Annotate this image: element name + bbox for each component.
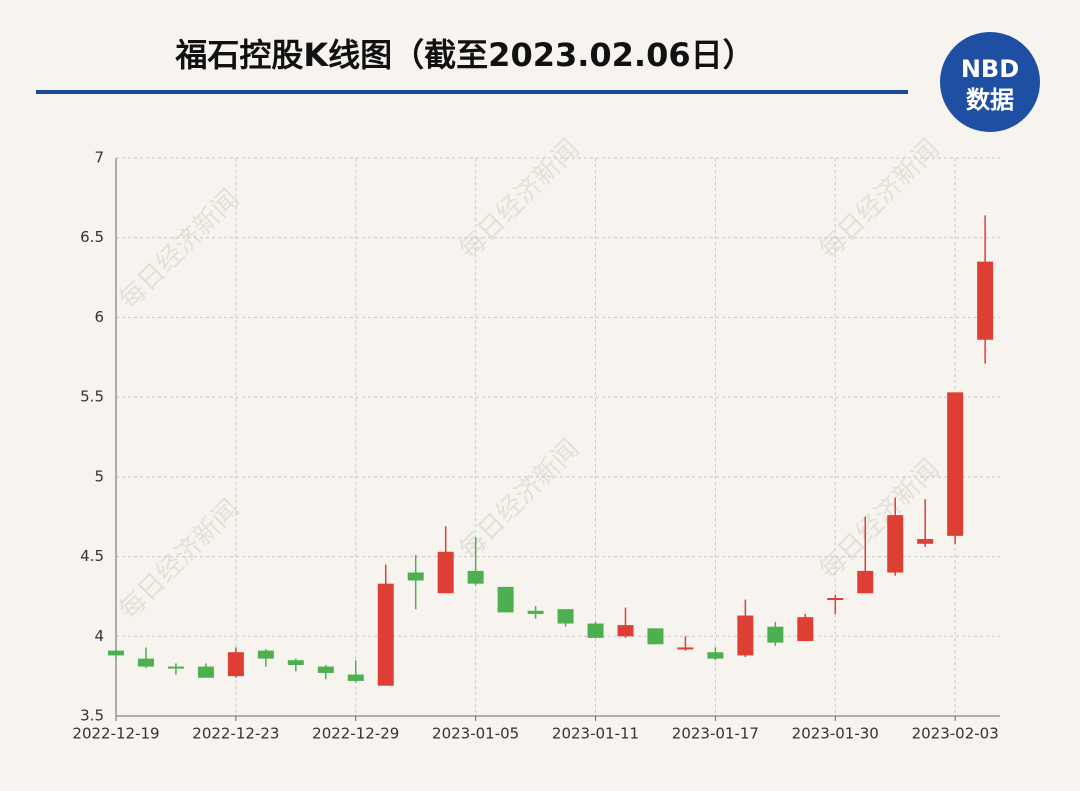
- y-tick-label: 5.5: [80, 388, 104, 406]
- plot: 3.5 4 4.5 5 5.5 6 6.5 7 2022-12-19 2022-12-23 2022…: [72, 149, 1000, 743]
- candle-body: [527, 610, 544, 614]
- x-tick-label: 2023-01-05: [432, 725, 519, 743]
- title-rule: [36, 90, 908, 94]
- x-tick-label: 2023-01-17: [672, 725, 759, 743]
- x-tick-label: 2022-12-29: [312, 725, 399, 743]
- candle-body: [317, 666, 334, 673]
- candle-body: [647, 628, 664, 645]
- candle-body: [947, 392, 964, 536]
- logo-top: NBD: [961, 55, 1019, 83]
- y-tick-label: 3.5: [80, 707, 104, 725]
- candle-body: [377, 583, 394, 686]
- candle-body: [197, 666, 214, 678]
- x-tick-label: 2023-01-11: [552, 725, 639, 743]
- candle-body: [707, 652, 724, 659]
- candle-body: [347, 674, 364, 681]
- logo: [940, 32, 1040, 132]
- candle-body: [917, 539, 934, 544]
- candle-body: [407, 572, 424, 581]
- candle-body: [557, 609, 574, 624]
- y-tick-label: 7: [94, 149, 104, 167]
- y-tick-label: 4.5: [80, 547, 104, 565]
- candle-body: [767, 626, 784, 643]
- candle-body: [167, 666, 184, 669]
- candle-body: [497, 586, 514, 613]
- candle-body: [227, 652, 244, 677]
- candle-body: [677, 647, 694, 650]
- candle-body: [467, 570, 484, 584]
- candle-body: [587, 623, 604, 638]
- candle-body: [887, 515, 904, 573]
- y-tick-label: 4: [94, 627, 104, 645]
- x-tick-label: 2023-01-30: [792, 725, 879, 743]
- candle-body: [437, 551, 454, 594]
- candle-body: [287, 660, 304, 665]
- candle-body: [827, 598, 844, 601]
- chart-title: 福石控股K线图（截至2023.02.06日）: [174, 36, 754, 74]
- candle-body: [137, 658, 154, 667]
- x-tick-label: 2022-12-23: [192, 725, 279, 743]
- candle-body: [797, 617, 814, 642]
- candle-body: [108, 650, 124, 656]
- logo-bottom: 数据: [966, 86, 1014, 114]
- x-tick-label: 2022-12-19: [72, 725, 159, 743]
- y-tick-label: 5: [94, 467, 104, 485]
- candle-body: [617, 625, 634, 637]
- candle-body: [977, 261, 994, 340]
- candle-body: [737, 615, 754, 656]
- x-tick-label: 2023-02-03: [912, 725, 999, 743]
- candle-body: [857, 570, 874, 594]
- y-tick-label: 6: [94, 308, 104, 326]
- candle-body: [257, 650, 274, 659]
- y-tick-label: 6.5: [80, 228, 104, 246]
